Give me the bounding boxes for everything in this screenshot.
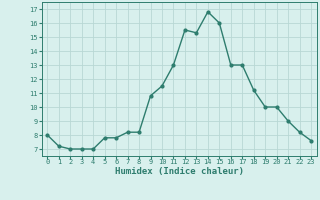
X-axis label: Humidex (Indice chaleur): Humidex (Indice chaleur) — [115, 167, 244, 176]
